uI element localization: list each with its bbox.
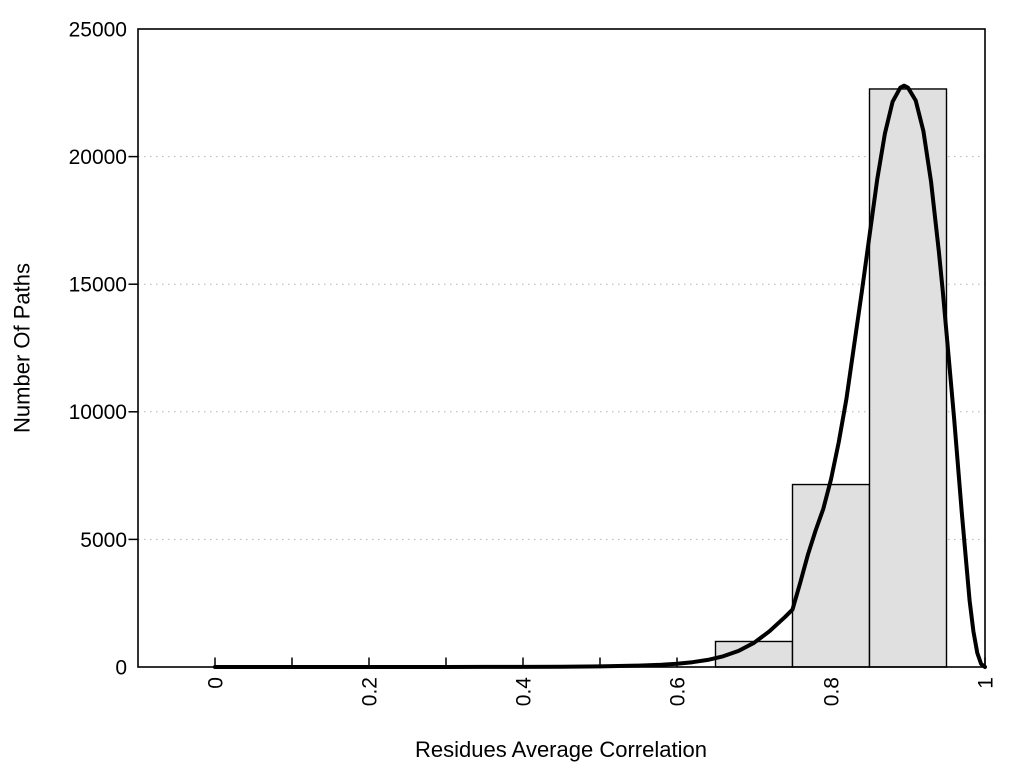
x-axis-title: Residues Average Correlation bbox=[415, 737, 707, 762]
y-tick-label-20000: 20000 bbox=[69, 146, 127, 169]
y-tick-label-15000: 15000 bbox=[69, 274, 127, 297]
histogram-bar-2 bbox=[868, 88, 948, 668]
density-curve bbox=[213, 83, 987, 669]
y-axis-ticks bbox=[128, 155, 138, 541]
y-tick-label-10000: 10000 bbox=[69, 401, 127, 424]
histogram-bar-1 bbox=[791, 483, 871, 668]
x-tick-label-0.6: 0.6 bbox=[666, 677, 689, 706]
x-tick-label-0: 0 bbox=[204, 677, 227, 689]
y-tick-label-0: 0 bbox=[115, 656, 127, 679]
x-tick-label-0.4: 0.4 bbox=[512, 677, 535, 707]
gridlines bbox=[138, 156, 985, 540]
y-axis-title: Number Of Paths bbox=[10, 263, 35, 433]
histogram-bars bbox=[714, 88, 948, 668]
x-tick-labels: 0 0.2 0.4 0.6 0.8 1 bbox=[204, 677, 997, 707]
y-tick-label-25000: 25000 bbox=[69, 18, 127, 41]
x-tick-label-0.2: 0.2 bbox=[358, 677, 381, 706]
x-tick-label-1: 1 bbox=[974, 677, 997, 689]
y-tick-labels: 0 5000 10000 15000 20000 25000 bbox=[69, 18, 127, 679]
x-tick-label-0.8: 0.8 bbox=[820, 677, 843, 706]
y-tick-label-5000: 5000 bbox=[80, 529, 127, 552]
